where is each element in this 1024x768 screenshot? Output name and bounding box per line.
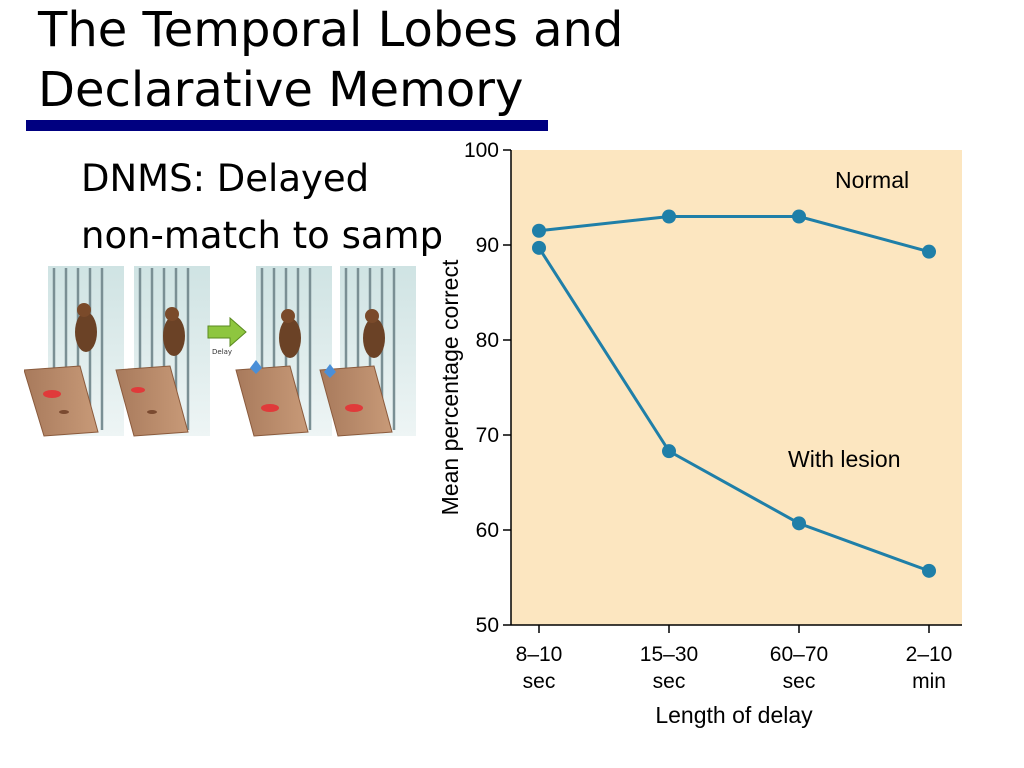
data-point — [532, 240, 546, 255]
monkey-icon — [163, 316, 185, 356]
data-point — [662, 444, 676, 459]
red-object-icon — [345, 404, 363, 412]
title-underline — [26, 120, 548, 131]
data-point — [532, 223, 546, 238]
series-layer — [532, 209, 936, 578]
y-tick-label: 50 — [476, 614, 499, 637]
bullet-line-1: DNMS: Delayed — [81, 157, 370, 200]
y-axis: 50 60 70 80 90 100 — [464, 139, 512, 637]
monkey-icon — [363, 318, 385, 358]
x-tick-label: sec — [523, 670, 556, 693]
x-axis-label: Length of delay — [655, 702, 813, 728]
bullet-line-2: non-match to sample — [81, 214, 441, 257]
x-tick-label: 2–10 — [906, 643, 953, 666]
x-tick-label: sec — [653, 670, 686, 693]
dnms-illustration: Delay — [24, 266, 416, 437]
slide-title: The Temporal Lobes and Declarative Memor… — [38, 0, 623, 120]
y-tick-label: 80 — [476, 329, 499, 352]
monkey-icon — [75, 312, 97, 352]
line-chart: 50 60 70 80 90 100 8–10 sec 15–30 sec 60–70 sec 2–1… — [437, 139, 962, 728]
y-axis-label: Mean percentage correct — [437, 259, 463, 515]
cage-panel-2 — [115, 266, 210, 437]
data-point — [662, 209, 676, 224]
y-tick-label: 70 — [476, 424, 499, 447]
delay-label: Delay — [212, 348, 232, 356]
red-object-icon — [131, 387, 145, 393]
cage-panel-1 — [24, 266, 124, 437]
series-label-with-lesion: With lesion — [788, 446, 900, 472]
blue-object-icon — [250, 360, 262, 374]
series-line-1 — [537, 247, 930, 573]
x-tick-label: 15–30 — [640, 643, 698, 666]
data-point — [922, 563, 936, 578]
x-tick-label: 8–10 — [516, 643, 563, 666]
blue-object-icon — [324, 364, 336, 378]
red-object-icon — [261, 404, 279, 412]
monkey-icon — [279, 318, 301, 358]
delay-arrow: Delay — [207, 316, 247, 356]
y-tick-label: 100 — [464, 139, 499, 162]
cage-panel-4 — [319, 266, 416, 437]
data-point — [922, 244, 936, 259]
red-object-icon — [43, 390, 61, 398]
data-point — [792, 209, 806, 224]
bullet-text: DNMS: Delayed non-match to sample — [81, 150, 441, 264]
slide-title-line-1: The Temporal Lobes and — [38, 2, 624, 58]
y-tick-label: 90 — [476, 234, 499, 257]
x-tick-label: 60–70 — [770, 643, 828, 666]
x-tick-label: min — [912, 670, 946, 693]
y-tick-label: 60 — [476, 519, 499, 542]
series-line-0 — [538, 215, 930, 254]
cage-panel-3 — [235, 266, 332, 437]
series-label-normal: Normal — [835, 167, 909, 193]
x-tick-label: sec — [783, 670, 816, 693]
data-point — [792, 516, 806, 531]
x-axis: 8–10 sec 15–30 sec 60–70 sec 2–10 min — [511, 624, 962, 693]
slide-title-line-2: Declarative Memory — [38, 62, 524, 118]
plot-area — [511, 150, 962, 625]
